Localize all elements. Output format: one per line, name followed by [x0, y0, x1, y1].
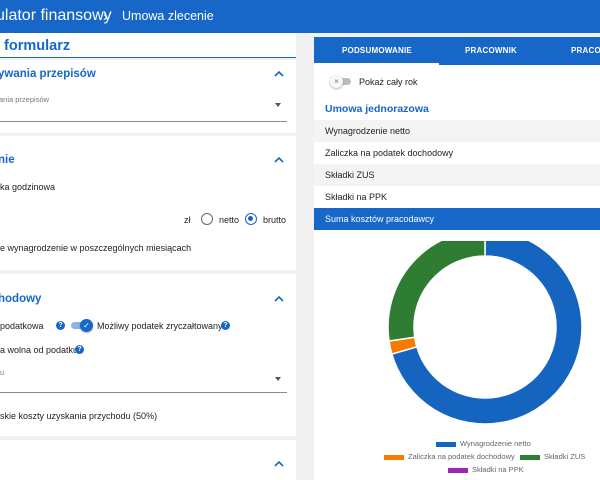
legend-item[interactable]: Składki na PPK [448, 465, 524, 474]
row-label: Wynagrodzenie netto [325, 126, 410, 136]
caret-down-icon[interactable] [275, 103, 281, 107]
app-header: ulator finansowy › Umowa zlecenie [0, 0, 600, 33]
summary-row: Zaliczka na podatek dochodowy [314, 142, 600, 164]
close-icon: × [330, 75, 343, 88]
tax-exempt-label: a wolna od podatku [0, 345, 79, 355]
rules-select-underline[interactable] [0, 121, 287, 122]
legend-item[interactable]: Składki ZUS [520, 452, 585, 461]
tab-summary[interactable]: PODSUMOWANIE [342, 46, 412, 55]
caret-down-icon[interactable] [275, 377, 281, 381]
tax-select-label: u [0, 368, 5, 377]
chevron-up-icon[interactable] [274, 295, 286, 305]
full-year-toggle[interactable]: × [330, 74, 353, 88]
summary-row: Wynagrodzenie netto [314, 120, 600, 142]
help-circle-icon[interactable]: ? [75, 345, 84, 354]
chart-legend: Wynagrodzenie netto Zaliczka na podatek d… [314, 437, 600, 477]
tab-employer[interactable]: PRACO [571, 46, 600, 55]
flat-tax-toggle[interactable]: ✓ [71, 318, 93, 332]
cost-donut-chart [387, 241, 583, 425]
net-radio-label[interactable]: netto [219, 215, 240, 225]
legend-swatch [436, 441, 456, 447]
legend-item[interactable]: Zaliczka na podatek dochodowy [384, 452, 515, 461]
section-tax: hodowy podatkowa ? ✓ Możliwy podatek zry… [0, 274, 296, 436]
summary-panel: PODSUMOWANIE PRACOWNIK PRACO × Pokaż cał… [314, 37, 600, 480]
legend-swatch [520, 454, 540, 460]
help-circle-icon[interactable]: ? [221, 321, 230, 330]
row-label: Suma kosztów pracodawcy [325, 214, 435, 224]
monthly-salary-label[interactable]: e wynagrodzenie w poszczególnych miesiąc… [0, 243, 192, 253]
section-rules: ywania przepisów ania przepisów [0, 60, 296, 133]
active-tab-indicator [314, 63, 439, 65]
form-header: j formularz [0, 33, 296, 58]
chevron-up-icon[interactable] [274, 156, 286, 166]
costs-label[interactable]: skie koszty uzyskania przychodu (50%) [0, 411, 158, 421]
rate-label: ka godzinowa [0, 182, 56, 192]
net-radio[interactable] [201, 213, 213, 225]
legend-swatch [448, 467, 468, 473]
row-label: Składki na PPK [325, 192, 388, 202]
summary-total-row: Suma kosztów pracodawcy [314, 208, 600, 230]
section-salary-title[interactable]: nie [0, 154, 15, 166]
tax-select-underline[interactable] [0, 392, 287, 393]
chevron-up-icon[interactable] [274, 70, 286, 80]
section-collapsed [0, 440, 296, 480]
legend-swatch [384, 454, 404, 460]
tax-label: podatkowa [0, 321, 44, 331]
summary-tabs: PODSUMOWANIE PRACOWNIK PRACO [314, 37, 600, 65]
breadcrumb-separator: › [103, 8, 108, 24]
full-year-label: Pokaż cały rok [359, 77, 418, 87]
summary-row: Składki ZUS [314, 164, 600, 186]
donut-slice-0[interactable] [390, 241, 583, 425]
tab-employee[interactable]: PRACOWNIK [465, 46, 518, 55]
row-label: Zaliczka na podatek dochodowy [325, 148, 454, 158]
app-title[interactable]: ulator finansowy [0, 7, 112, 24]
summary-row: Składki na PPK [314, 186, 600, 208]
section-salary: nie ka godzinowa zł netto brutto e wynag… [0, 136, 296, 270]
donut-slice-2[interactable] [387, 241, 486, 342]
section-tax-title[interactable]: hodowy [0, 293, 42, 305]
rules-field-label: ania przepisów [0, 95, 50, 104]
legend-item[interactable]: Wynagrodzenie netto [436, 439, 531, 448]
form-title: j formularz [0, 38, 71, 54]
flat-tax-label: Możliwy podatek zryczałtowany [97, 321, 223, 331]
legend-label: Wynagrodzenie netto [460, 439, 531, 448]
legend-label: Składki na PPK [472, 465, 524, 474]
gross-radio[interactable] [245, 213, 257, 225]
currency-label: zł [184, 215, 191, 225]
breadcrumb-current: Umowa zlecenie [122, 9, 214, 23]
legend-label: Składki ZUS [544, 452, 586, 461]
check-icon: ✓ [80, 319, 93, 332]
gross-radio-label[interactable]: brutto [263, 215, 287, 225]
legend-label: Zaliczka na podatek dochodowy [408, 452, 515, 461]
help-circle-icon[interactable]: ? [56, 321, 65, 330]
contract-type-heading: Umowa jednorazowa [325, 103, 429, 115]
row-label: Składki ZUS [325, 170, 375, 180]
chevron-up-icon[interactable] [274, 460, 286, 470]
section-rules-title[interactable]: ywania przepisów [0, 68, 96, 80]
